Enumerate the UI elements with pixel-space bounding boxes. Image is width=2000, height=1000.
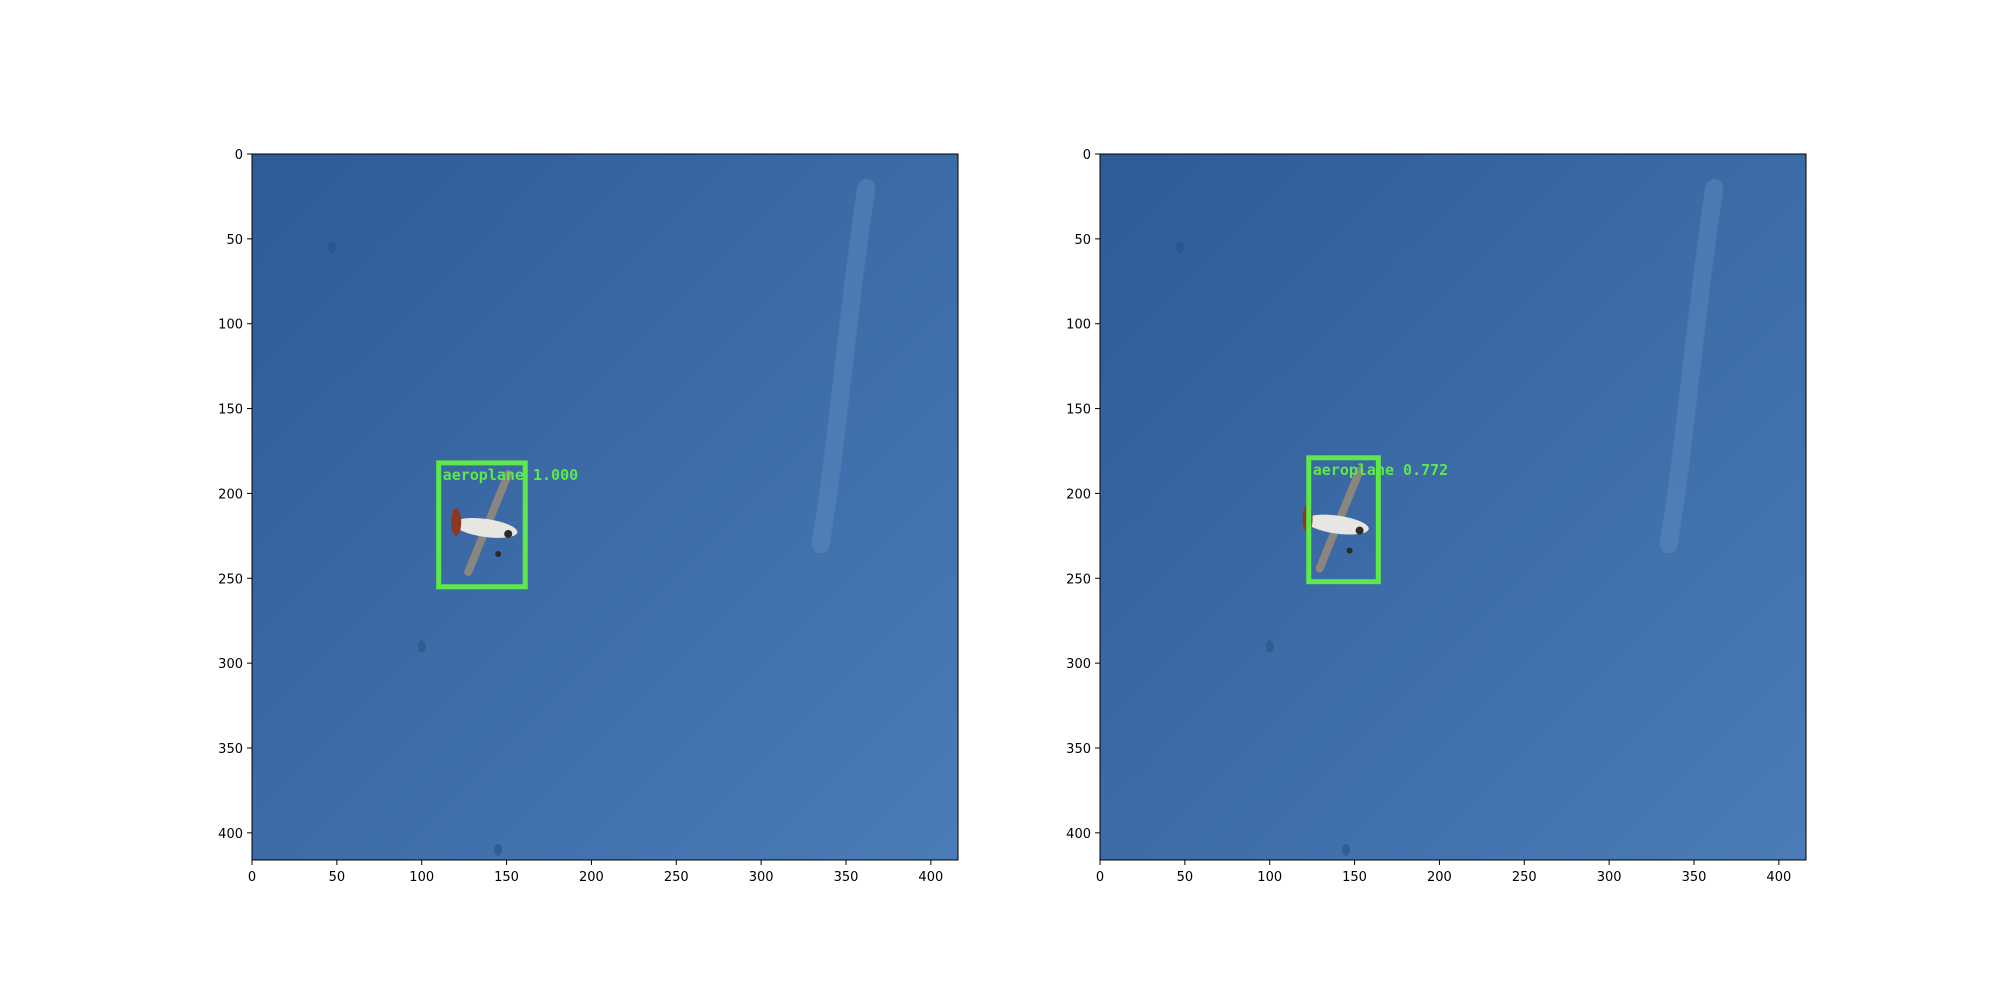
airplane-tail [451,507,462,536]
speck [1265,640,1274,653]
y-tick-label: 250 [218,572,243,587]
y-tick-label: 50 [1074,233,1091,248]
left-panel: aeroplane 1.000 0 50 100 150 200 250 300 350 400 0… [218,148,959,885]
contrail [811,178,876,554]
y-tick-label: 100 [1066,318,1091,333]
y-tick-label: 0 [1083,148,1091,163]
x-tick-label: 250 [664,870,689,885]
x-tick-label: 400 [1766,870,1791,885]
airplane [451,469,518,576]
x-tick-label: 0 [248,870,256,885]
detection-box [1306,455,1381,585]
y-tick-label: 50 [226,233,243,248]
y-tick-label: 150 [1066,403,1091,418]
y-tick-label: 250 [1066,572,1091,587]
x-tick-label: 50 [329,870,346,885]
airplane [1302,466,1369,573]
axes-frame [251,153,959,861]
sky-image [1100,154,1806,860]
detection-box [436,460,528,590]
y-tick-label: 200 [1066,487,1091,502]
right-panel: aeroplane 0.772 0 50 100 150 200 250 300 350 400 0… [1066,148,1807,885]
airplane-wheel [504,529,513,538]
y-tick-label: 350 [1066,742,1091,757]
contrail [1659,178,1724,554]
x-tick-label: 150 [1342,870,1367,885]
x-tick-label: 350 [834,870,859,885]
x-tick-label: 200 [1427,870,1452,885]
y-tick-label: 200 [218,487,243,502]
x-tick-label: 200 [579,870,604,885]
x-tick-label: 350 [1682,870,1707,885]
y-tick-label: 350 [218,742,243,757]
y-tick-label: 0 [235,148,243,163]
x-tick-label: 100 [1257,870,1282,885]
x-tick-label: 300 [1597,870,1622,885]
x-tick-label: 300 [749,870,774,885]
axes-frame [1099,153,1807,861]
airplane-wheel [1355,526,1364,535]
detection-label: aeroplane 0.772 [1313,461,1448,479]
speck [494,843,503,856]
y-tick-label: 400 [1066,827,1091,842]
sky-image [252,154,958,860]
y-tick-label: 300 [1066,657,1091,672]
airplane-wheel [495,550,502,557]
x-tick-label: 250 [1512,870,1537,885]
x-tick-label: 50 [1177,870,1194,885]
y-tick-label: 400 [218,827,243,842]
speck [1342,843,1351,856]
speck [327,241,336,254]
airplane-wheel [1346,547,1353,554]
speck [417,640,426,653]
detection-label: aeroplane 1.000 [443,466,578,484]
x-tick-label: 150 [494,870,519,885]
y-tick-label: 100 [218,318,243,333]
y-tick-label: 300 [218,657,243,672]
speck [1175,241,1184,254]
x-tick-label: 100 [409,870,434,885]
x-tick-label: 400 [918,870,943,885]
y-tick-label: 150 [218,403,243,418]
airplane-fuselage [1305,514,1369,535]
airplane-fuselage [453,517,518,538]
x-tick-label: 0 [1096,870,1104,885]
